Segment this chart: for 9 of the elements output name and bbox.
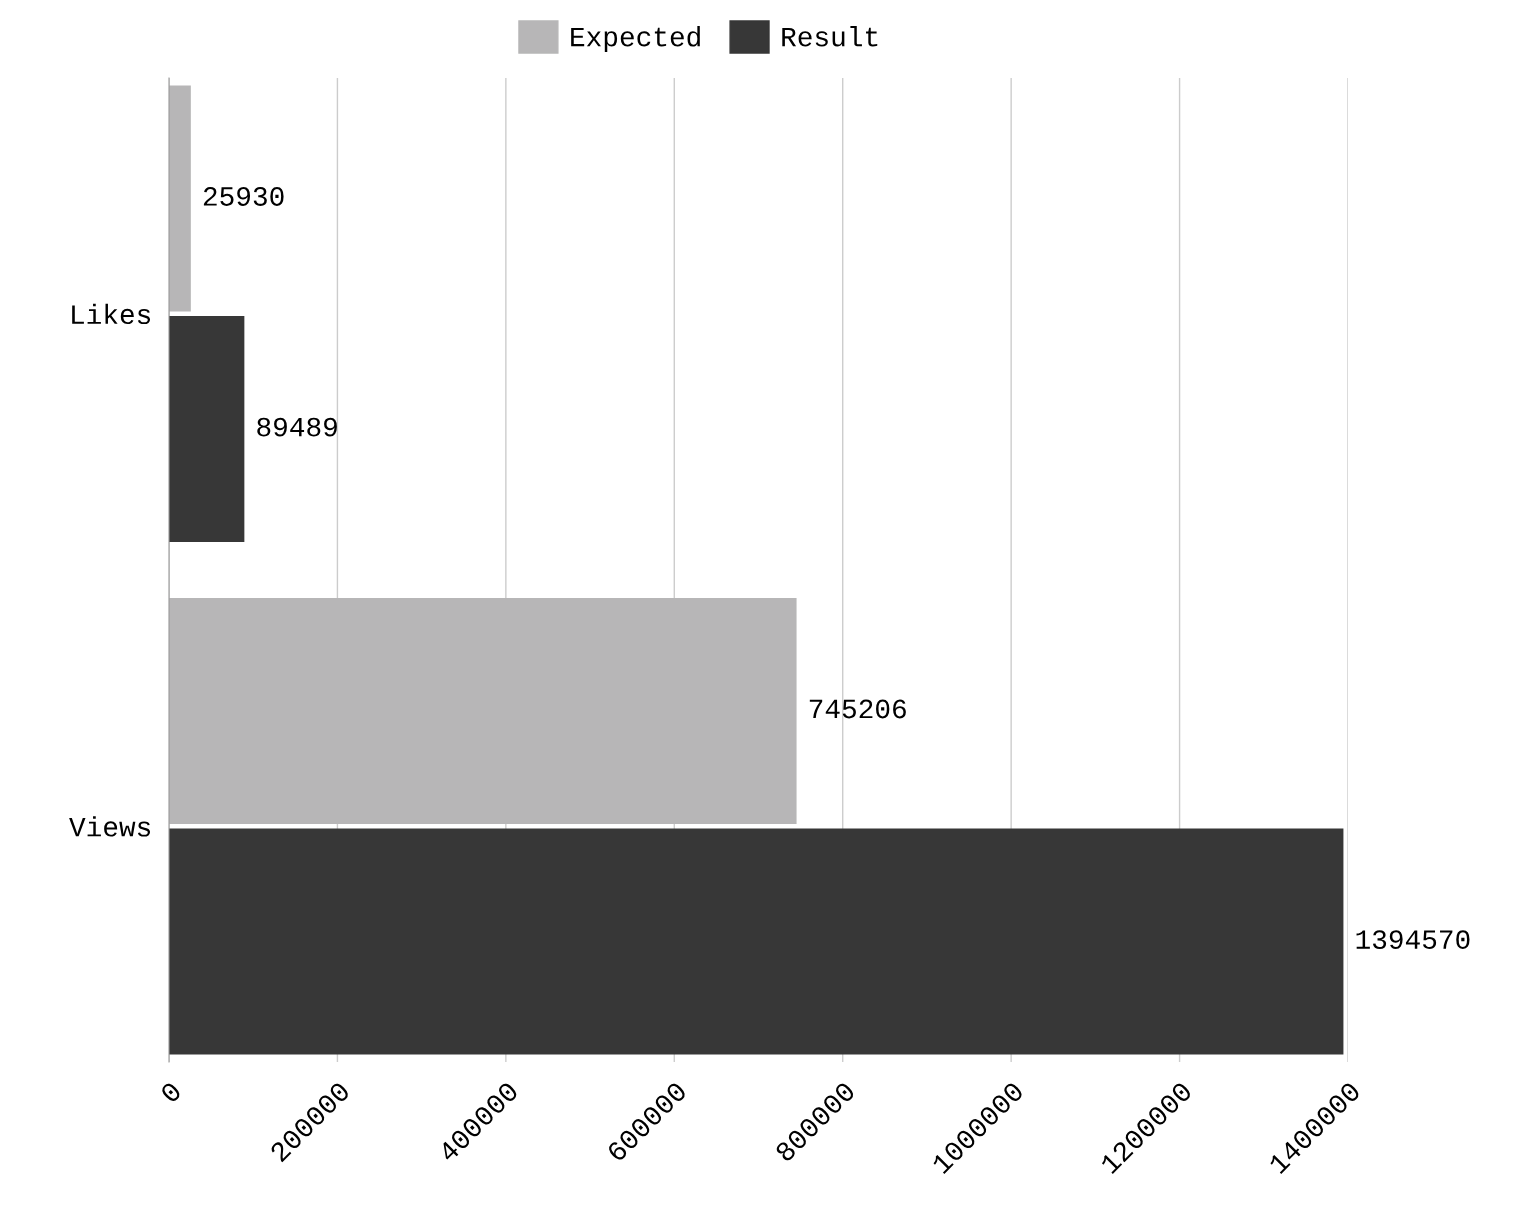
x-tick-label: 0 (159, 1080, 183, 1104)
legend-label: Expected (571, 26, 700, 52)
data-label: 89489 (257, 417, 337, 437)
data-label: 1394570 (1356, 930, 1470, 950)
data-label: 25930 (203, 187, 284, 206)
y-tick-label: Likes (72, 303, 151, 325)
y-tick-label: Views (69, 816, 151, 837)
legend-label: Result (782, 26, 878, 47)
data-label: 745206 (809, 699, 906, 719)
